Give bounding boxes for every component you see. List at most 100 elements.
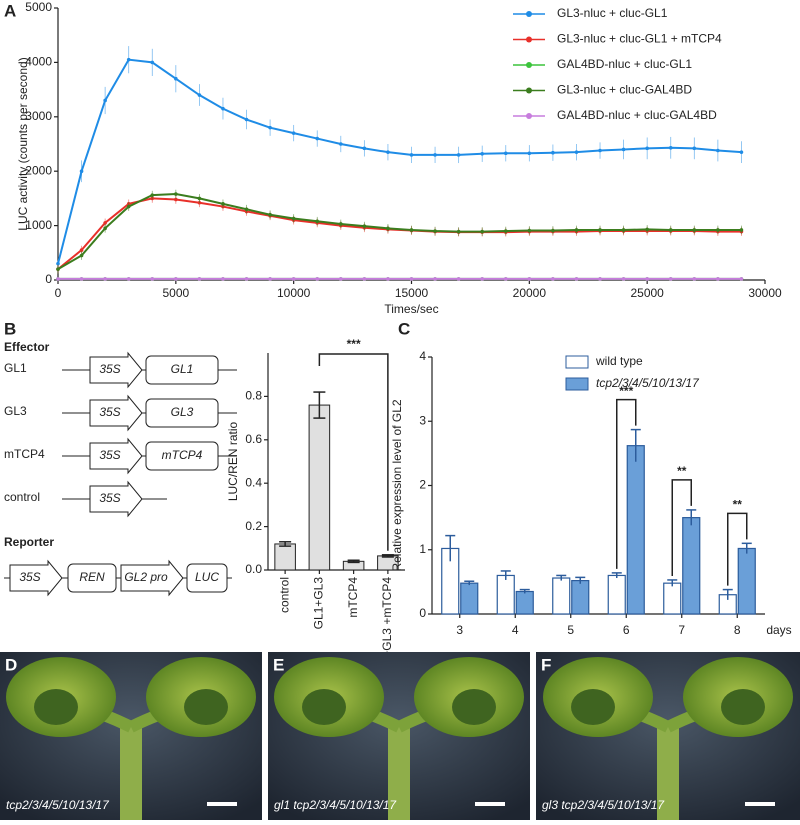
cotyledon-curl [571,689,615,725]
bar [737,547,756,615]
legend-label: GAL4BD-nluc + cluc-GAL4BD [557,108,717,122]
data-point [362,277,367,281]
y-axis-label: Relative expression level of GL2 [390,399,404,571]
data-point [56,261,60,266]
data-point [480,151,485,156]
x-tick-label: 5000 [162,286,189,300]
y-axis-label: LUC activity (counts per second) [16,57,30,230]
data-point [79,277,84,281]
cotyledon-curl [34,689,78,725]
photo-caption: gl3 tcp2/3/4/5/10/13/17 [542,798,665,812]
data-point [221,202,225,206]
significance-label: ** [677,464,687,478]
gene-box [145,398,219,428]
bar [274,543,296,571]
x-tick-label: 4 [512,623,519,637]
data-point [315,277,320,281]
data-point [503,229,508,233]
data-point [362,224,367,228]
data-point [79,248,84,252]
data-point [150,193,155,197]
data-point [197,196,202,201]
y-tick-label: 0 [419,606,426,620]
bar [682,517,701,615]
data-point [503,151,508,156]
legend-swatch [565,355,589,369]
panel-letter: A [4,1,16,20]
legend-label: GL3-nluc + cluc-GL1 [557,6,668,20]
x-tick-label: GL1+GL3 [312,577,326,630]
y-tick-label: 0.4 [245,475,262,489]
promoter-arrow [89,437,143,475]
data-point [645,227,649,232]
data-point [103,221,107,225]
construct-label: control [4,490,40,504]
data-point [574,150,579,154]
data-point [103,226,107,231]
data-point [668,228,673,232]
legend-label: wild type [595,354,643,368]
diagram-title: Reporter [4,535,54,549]
data-point [339,277,343,281]
data-point [621,147,626,152]
data-point [456,229,461,234]
bar [626,445,645,615]
data-point [574,277,579,281]
data-point [645,277,649,281]
y-tick-label: 0.2 [245,519,262,533]
data-point [244,207,249,212]
promoter-arrow [89,480,143,518]
data-point [645,146,649,151]
data-point [527,277,532,281]
data-point [268,277,272,281]
y-tick-label: 4000 [25,55,52,69]
data-point [268,125,272,130]
data-point [409,153,414,157]
legend-label: tcp2/3/4/5/10/13/17 [596,376,700,390]
data-point [197,93,202,97]
panel-letter: B [4,319,16,338]
data-point [739,228,744,232]
data-point [598,148,602,153]
legend-label: GL3-nluc + cluc-GL1 + mTCP4 [557,32,722,46]
promoter-arrow [9,559,63,597]
seedling-stem [388,722,410,820]
data-point [480,277,485,281]
gene-label: mTCP4 [162,448,203,462]
data-point [291,216,296,221]
gene-label: GL1 [171,362,194,376]
construct-label: GL3 [4,404,27,418]
promoter-label: 35S [99,448,120,462]
data-point [103,277,107,281]
gene-box [145,355,219,385]
data-point [598,277,602,281]
promoter-label: 35S [99,405,120,419]
significance-bracket [318,353,389,551]
reporter-part: GL2 pro [124,570,168,584]
data-point [79,169,84,173]
gene-box [67,563,117,593]
data-point [291,277,296,281]
data-point [315,136,320,141]
data-point [221,106,225,111]
significance-label: ** [733,497,743,511]
y-tick-label: 0.0 [245,562,262,576]
series-line [57,197,742,270]
data-point [150,60,155,65]
data-point [574,228,579,232]
data-point [692,277,697,281]
data-point [668,277,673,281]
cotyledon-curl [184,689,228,725]
x-tick-label: control [277,577,291,613]
legend-label: GAL4BD-nluc + cluc-GL1 [557,57,692,71]
data-point [692,228,697,232]
promoter-label: 35S [99,362,120,376]
bar [460,582,479,615]
data-point [150,277,155,281]
reporter-part: 35S [19,570,40,584]
promoter-arrow [89,394,143,432]
x-tick-label: 7 [678,623,685,637]
data-point [433,229,437,233]
reporter-part: LUC [195,570,219,584]
